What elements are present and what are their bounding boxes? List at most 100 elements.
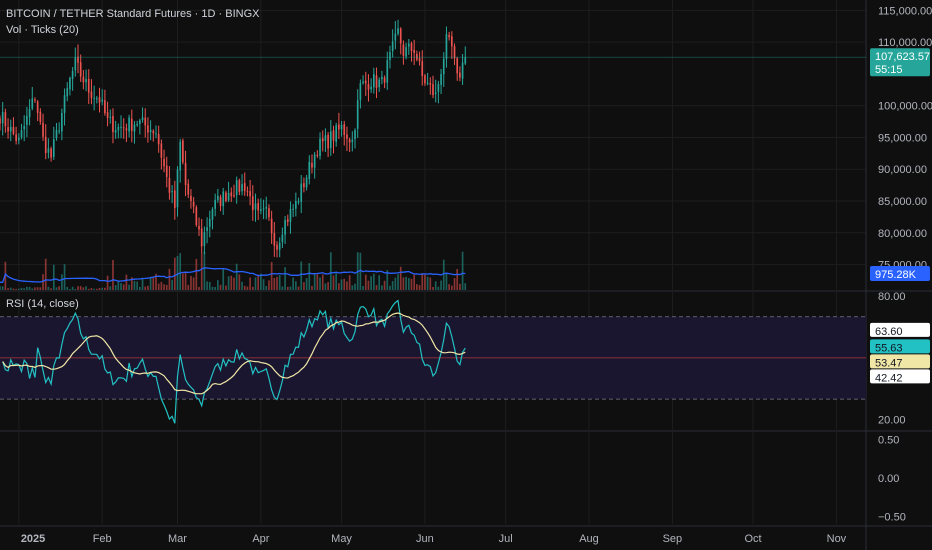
volume-bar — [109, 286, 112, 290]
candle-body — [364, 80, 367, 84]
candle-body — [434, 92, 437, 94]
candle-body — [141, 117, 144, 120]
volume-ma-line — [0, 267, 466, 283]
candle-body — [106, 112, 109, 118]
symbol-title[interactable]: BITCOIN / TETHER Standard Futures · 1D ·… — [6, 8, 260, 20]
candle-body — [163, 158, 165, 167]
candle-body — [74, 57, 77, 71]
time-tick-label: Sep — [663, 533, 683, 545]
volume-legend[interactable]: Vol · Ticks (20) — [6, 24, 79, 36]
candle-body — [42, 122, 44, 137]
volume-bar — [416, 284, 418, 290]
price-axis[interactable]: 115,000.00 110,000.00 100,000.00 95,000.00 9… — [878, 5, 932, 523]
volume-bars[interactable] — [0, 251, 467, 290]
volume-bar — [284, 267, 286, 290]
volume-bar — [187, 284, 190, 290]
candle-body — [125, 128, 128, 131]
volume-bar — [222, 268, 225, 290]
candle-body — [321, 138, 324, 142]
volume-bar — [179, 253, 182, 290]
candle-body — [251, 196, 254, 211]
volume-bar — [26, 286, 28, 290]
volume-bar — [7, 288, 9, 290]
price-tick-label: 100,000.00 — [878, 101, 932, 113]
rsi-lines[interactable] — [2, 299, 466, 424]
candle-body — [356, 100, 359, 129]
volume-bar — [136, 281, 138, 290]
volume-bar — [241, 281, 243, 290]
candle-body — [311, 162, 313, 168]
candle-body — [192, 201, 195, 207]
candle-body — [214, 199, 216, 209]
rsi-high-tag: 63.60 — [870, 322, 930, 338]
volume-bar — [295, 281, 297, 290]
volume-bar — [305, 278, 308, 290]
candles[interactable] — [0, 19, 866, 258]
candle-body — [128, 117, 130, 132]
candle-body — [292, 208, 294, 210]
candle-body — [461, 62, 464, 79]
volume-bar — [147, 285, 149, 290]
candle-body — [225, 192, 227, 202]
volume-bar — [28, 286, 31, 290]
rsi-value-tag: 55.63 — [870, 339, 930, 354]
candle-body — [120, 126, 122, 128]
volume-bar — [354, 283, 356, 290]
candle-body — [445, 34, 448, 59]
candle-body — [171, 191, 173, 193]
candle-body — [416, 53, 418, 60]
volume-bar — [230, 275, 233, 290]
volume-bar — [12, 288, 15, 290]
volume-bar — [130, 277, 133, 290]
candle-body — [227, 193, 230, 201]
rsi-legend[interactable]: RSI (14, close) — [6, 298, 79, 310]
candle-body — [399, 28, 402, 44]
volume-bar — [120, 283, 122, 290]
volume-bar — [208, 281, 211, 290]
candle-body — [219, 196, 222, 206]
candle-body — [58, 130, 61, 132]
candle-body — [233, 195, 235, 197]
candle-body — [101, 99, 104, 102]
candle-body — [324, 135, 327, 141]
candle-body — [450, 36, 453, 47]
volume-bar — [246, 286, 249, 290]
candle-body — [351, 139, 354, 143]
time-axis[interactable]: 2025 Feb Mar Apr May Jun Jul Aug Sep Oct Nov — [21, 533, 847, 545]
candle-body — [313, 154, 316, 168]
candle-body — [198, 226, 200, 230]
rsi-ma-tag-box — [870, 354, 930, 369]
volume-bar — [160, 281, 163, 290]
candle-body — [47, 148, 50, 153]
volume-bar — [243, 285, 246, 290]
volume-bar — [104, 287, 106, 290]
volume-bar — [257, 274, 260, 290]
volume-bar — [424, 274, 426, 290]
candle-body — [329, 131, 332, 148]
volume-bar — [319, 277, 321, 290]
volume-bar — [434, 281, 437, 290]
candle-body — [391, 41, 394, 52]
candle-body — [303, 183, 305, 188]
candle-body — [405, 47, 407, 57]
volume-bar — [190, 275, 192, 290]
volume-bar — [421, 273, 424, 290]
volume-bar — [117, 281, 120, 290]
candle-body — [79, 62, 82, 77]
volume-bar — [340, 279, 343, 290]
time-tick-label: Aug — [579, 533, 599, 545]
candle-body — [152, 130, 155, 134]
rsi-low-tag: 42.42 — [870, 369, 930, 384]
volume-bar — [52, 264, 55, 290]
osc-tick-label: 0.50 — [878, 435, 899, 447]
rsi-band — [0, 316, 866, 400]
volume-bar — [101, 287, 104, 290]
volume-bar — [50, 288, 52, 290]
candle-body — [295, 201, 297, 209]
candle-body — [429, 83, 432, 85]
candle-body — [165, 165, 168, 177]
volume-bar — [44, 258, 47, 290]
candle-body — [273, 233, 276, 246]
candle-body — [378, 79, 381, 88]
